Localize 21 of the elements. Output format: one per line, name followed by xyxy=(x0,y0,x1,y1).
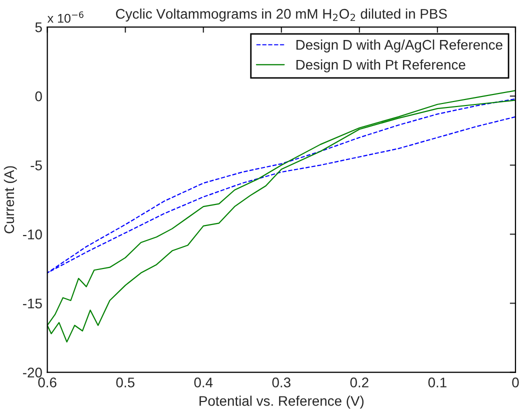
x-tick-label: 0.5 xyxy=(116,378,134,388)
text: x 10$^{−6}$ xyxy=(47,11,84,23)
y-tick-label: -5 xyxy=(30,160,42,170)
x-tick-label: 0 xyxy=(512,378,519,388)
x-tick-label: 0.4 xyxy=(194,378,213,388)
line-series xyxy=(47,90,516,342)
y-tick-label: 0 xyxy=(35,91,42,102)
x-tick-label: 0.2 xyxy=(350,378,368,388)
x-tick-label: 0.3 xyxy=(272,378,290,388)
y-tick-label: 5 xyxy=(35,22,42,32)
x-axis-title: Potential vs. Reference (V) xyxy=(200,396,364,409)
y-tick-label: -15 xyxy=(23,298,42,308)
y-tick-label: -10 xyxy=(23,230,42,240)
legend-label: Design D with Ag/AgCl Reference xyxy=(296,40,502,52)
line-series xyxy=(47,98,516,274)
x-tick-label: 0.1 xyxy=(428,378,446,388)
chart-title: Cyclic Voltammograms in 20 mM H$_{2}$O$_{2}$ diluted in PBS xyxy=(116,8,447,22)
y-axis-title: Current (A) xyxy=(4,166,17,234)
y-tick-label: -20 xyxy=(23,368,42,378)
legend-label: Design D with Pt Reference xyxy=(296,59,466,72)
x-tick-label: 0.6 xyxy=(38,378,56,388)
